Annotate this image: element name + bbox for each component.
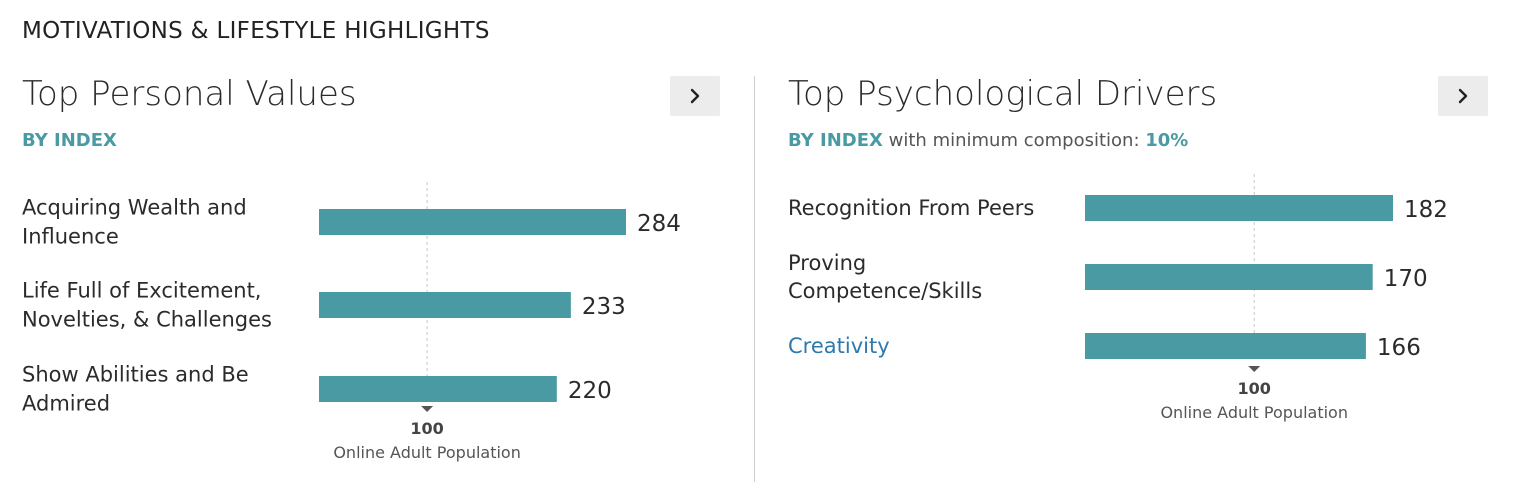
data-label: 220: [568, 378, 612, 404]
composition-label: with minimum composition:: [888, 130, 1140, 151]
by-index-label: BY INDEX: [788, 130, 883, 151]
category-label-line: Influence: [22, 225, 119, 249]
panel-title: Top Personal Values: [22, 74, 357, 114]
personal-values-chart: Acquiring Wealth and Influence 284 Life Ful…: [22, 182, 681, 462]
bar: [319, 209, 626, 235]
category-label-line: Show Abilities and Be: [22, 363, 249, 387]
category-label-line: Creativity: [788, 334, 890, 358]
data-label: 233: [582, 294, 626, 320]
reference-label: Online Adult Population: [333, 443, 521, 462]
data-label: 182: [1404, 197, 1448, 223]
bar: [319, 292, 571, 318]
category-label-line: Acquiring Wealth and: [22, 196, 247, 220]
chevron-right-icon: [690, 88, 700, 104]
category-label-line: Proving: [788, 251, 866, 275]
category-label-line: Competence/Skills: [788, 279, 982, 303]
data-label: 170: [1384, 266, 1428, 292]
reference-marker-icon: [1248, 366, 1261, 372]
bar: [1085, 333, 1366, 359]
reference-marker-icon: [421, 406, 434, 412]
reference-tick-label: 100: [410, 419, 443, 438]
bar: [319, 376, 557, 402]
chevron-right-icon: [1458, 88, 1468, 104]
category-label: Life Full of Excitement, Novelties, & Cha…: [22, 279, 272, 332]
category-label-line: Recognition From Peers: [788, 196, 1034, 220]
data-label: 284: [637, 211, 681, 237]
bar: [1085, 195, 1393, 221]
category-label-line: Life Full of Excitement,: [22, 279, 261, 303]
reference-label: Online Adult Population: [1160, 403, 1348, 422]
by-index-label: BY INDEX: [22, 130, 117, 151]
category-label: Recognition From Peers: [788, 196, 1034, 220]
psychological-drivers-chart: Recognition From Peers 182 Proving Competen…: [788, 174, 1448, 422]
panel-divider: [754, 76, 755, 482]
next-button[interactable]: [1438, 76, 1488, 116]
composition-value: 10%: [1145, 130, 1189, 151]
data-label: 166: [1377, 335, 1421, 361]
panel-title: Top Psychological Drivers: [788, 74, 1218, 114]
category-label[interactable]: Creativity: [788, 334, 890, 358]
category-label-line: Admired: [22, 392, 110, 416]
panel-subtitle: BY INDEX with minimum composition: 10%: [788, 130, 1188, 151]
category-label-line: Novelties, & Challenges: [22, 308, 272, 332]
reference-tick-label: 100: [1238, 379, 1271, 398]
panel-subtitle: BY INDEX: [22, 130, 117, 151]
category-label: Acquiring Wealth and Influence: [22, 196, 247, 249]
category-label: Show Abilities and Be Admired: [22, 363, 249, 416]
category-label: Proving Competence/Skills: [788, 251, 982, 303]
next-button[interactable]: [670, 76, 720, 116]
bar: [1085, 264, 1373, 290]
section-title: MOTIVATIONS & LIFESTYLE HIGHLIGHTS: [22, 18, 490, 44]
